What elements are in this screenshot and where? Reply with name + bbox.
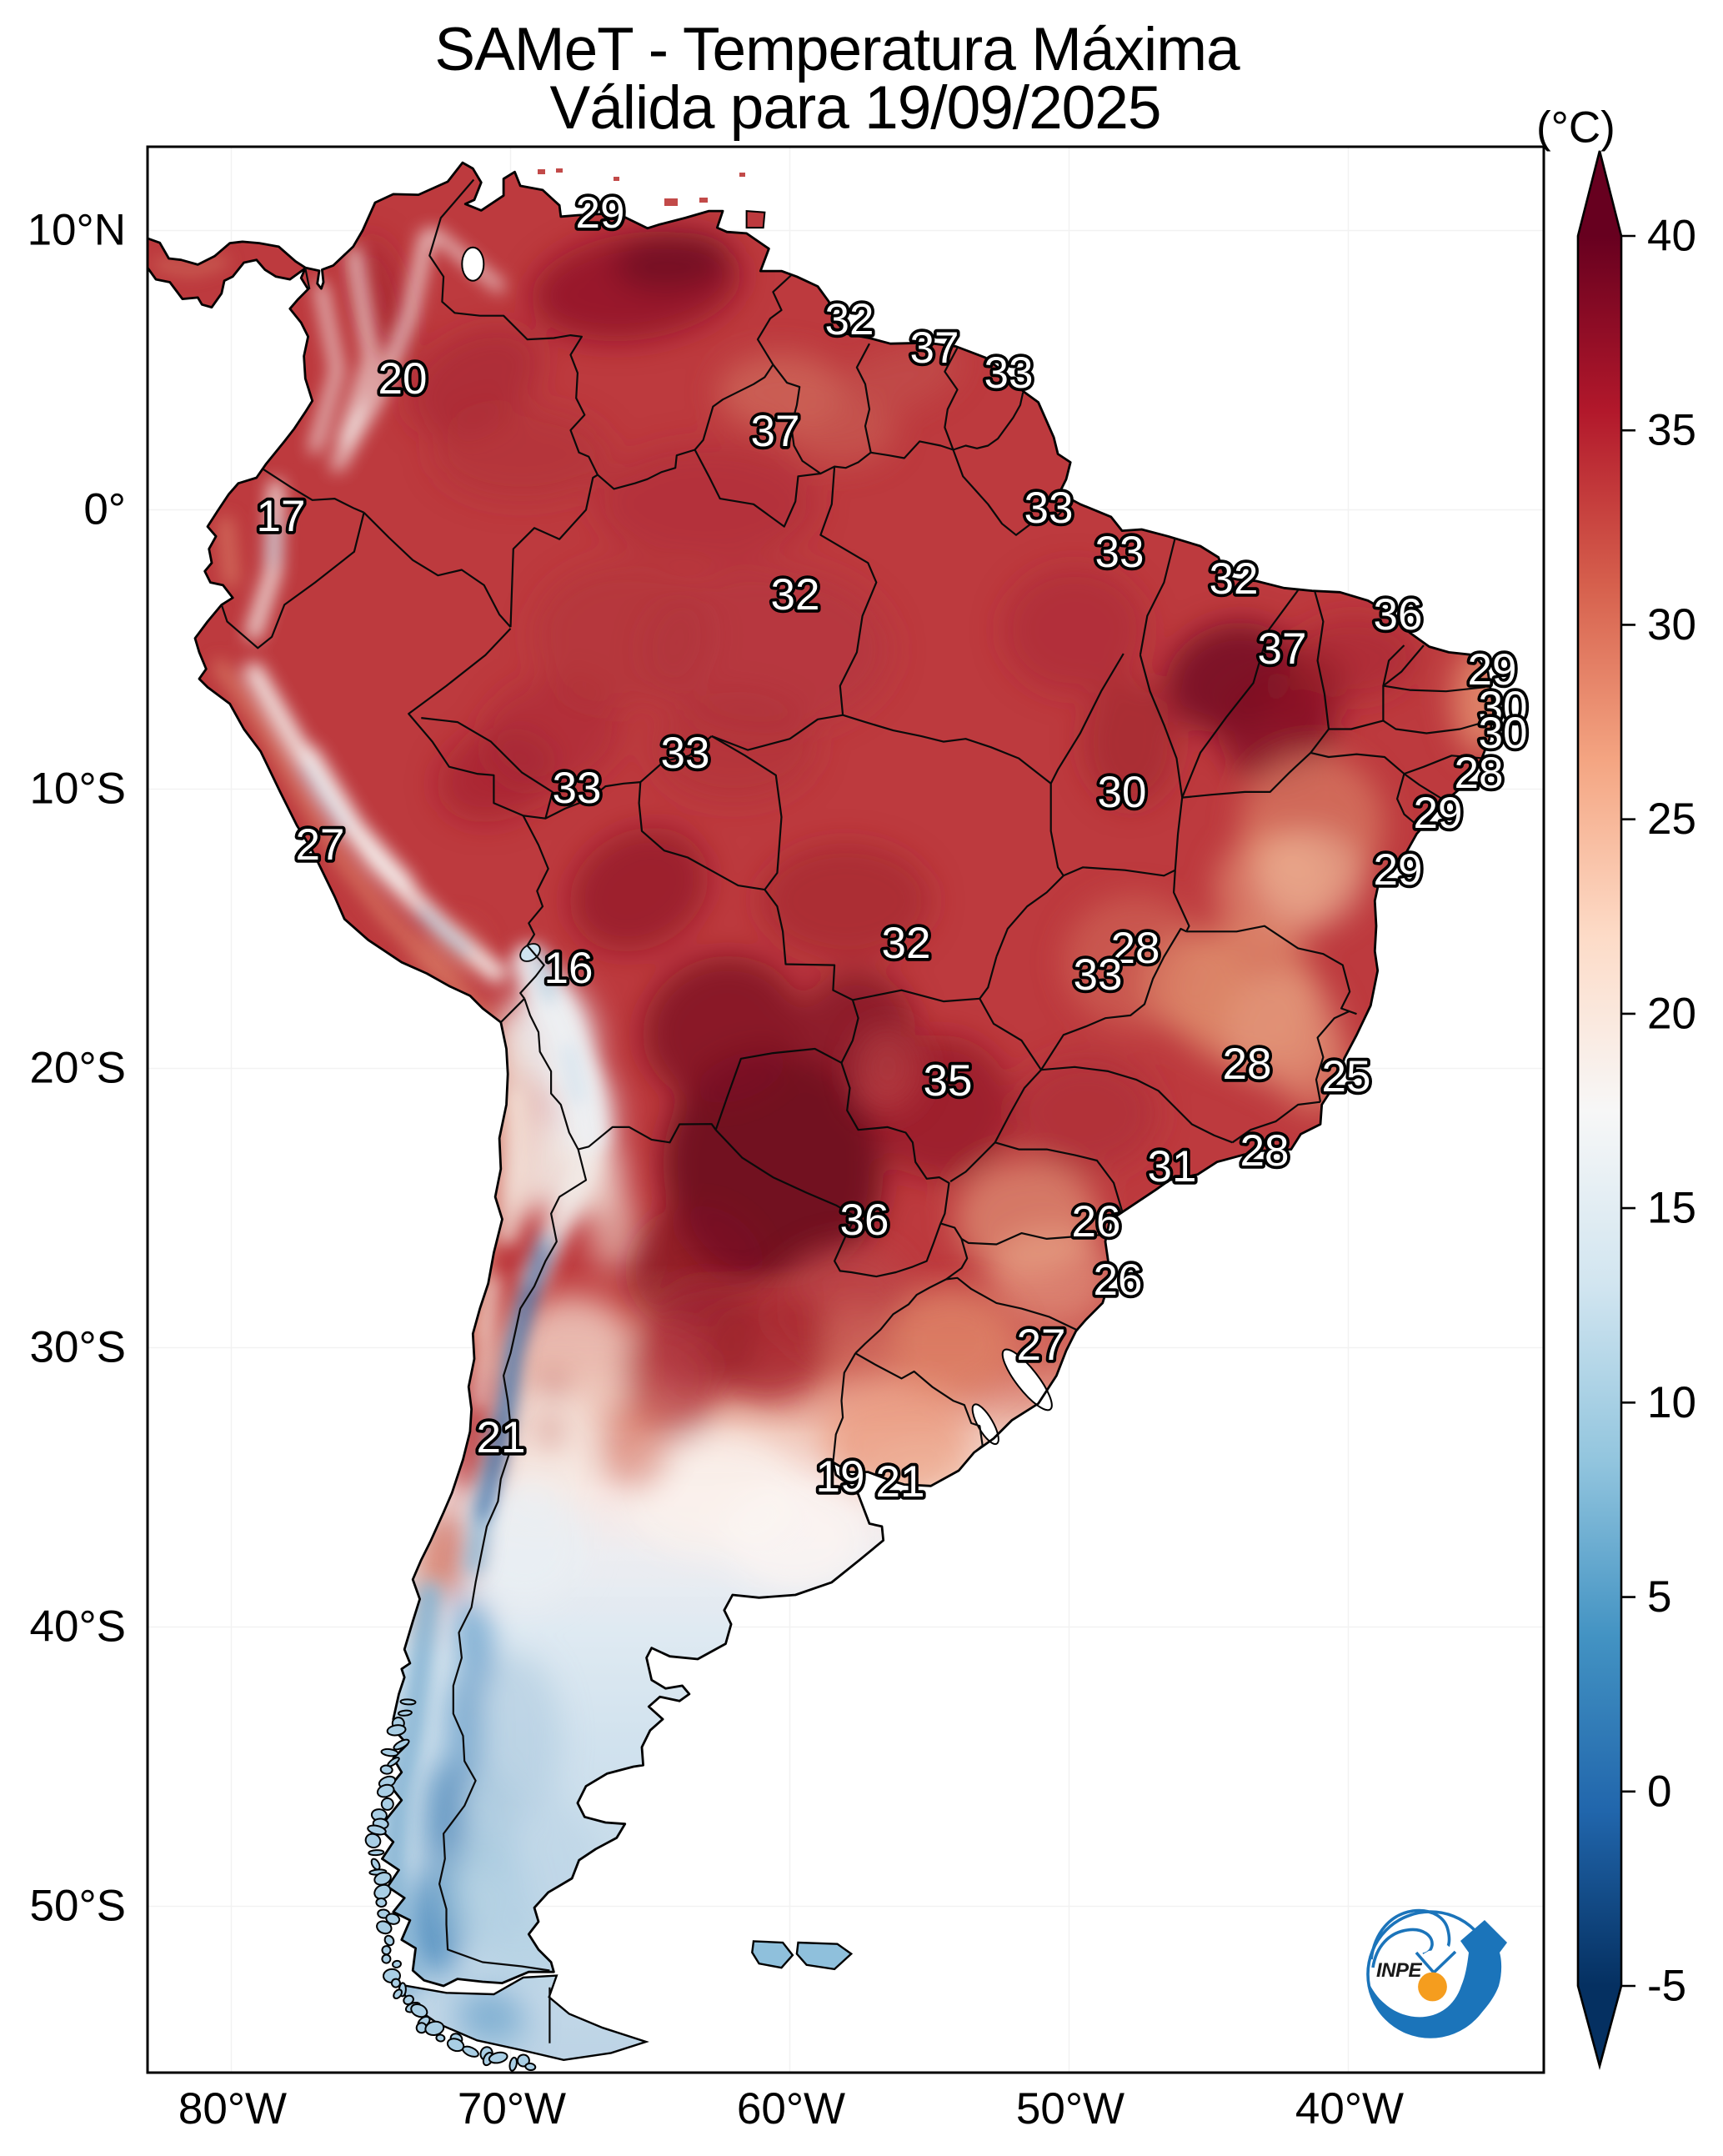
svg-text:-5: -5 [1647,1962,1686,2011]
svg-text:31: 31 [1148,1142,1197,1191]
svg-text:32: 32 [771,570,820,619]
svg-text:0°: 0° [83,485,126,534]
svg-text:37: 37 [1258,624,1307,674]
svg-text:30°S: 30°S [30,1323,127,1372]
svg-text:30: 30 [1647,600,1696,649]
svg-text:20: 20 [1647,989,1696,1038]
svg-text:10°S: 10°S [30,765,127,814]
svg-text:32: 32 [825,295,874,344]
svg-text:36: 36 [840,1196,889,1245]
svg-text:50°S: 50°S [30,1882,127,1931]
svg-text:0: 0 [1647,1767,1671,1816]
svg-text:28: 28 [1223,1040,1272,1089]
svg-text:26: 26 [1094,1256,1143,1305]
svg-text:33: 33 [1074,950,1123,1000]
svg-text:25: 25 [1647,795,1696,844]
svg-text:28: 28 [1240,1126,1290,1176]
svg-text:35: 35 [924,1056,973,1106]
svg-text:33: 33 [1095,528,1144,577]
svg-text:26: 26 [1072,1197,1121,1246]
svg-text:28: 28 [1455,749,1504,798]
svg-text:29: 29 [576,188,625,238]
svg-text:17: 17 [257,492,306,541]
svg-text:70°W: 70°W [458,2084,566,2133]
svg-text:32: 32 [882,919,931,968]
svg-text:SAMeT - Temperatura Máxima: SAMeT - Temperatura Máxima [434,16,1240,83]
svg-text:20: 20 [378,354,428,404]
svg-text:28: 28 [1111,924,1160,973]
svg-text:50°W: 50°W [1016,2084,1124,2133]
svg-text:33: 33 [553,764,602,813]
svg-text:5: 5 [1647,1572,1671,1622]
svg-text:40°W: 40°W [1295,2084,1404,2133]
svg-text:15: 15 [1647,1184,1696,1233]
svg-text:(°C): (°C) [1536,103,1615,153]
svg-text:33: 33 [1024,484,1074,533]
svg-text:27: 27 [1017,1321,1066,1370]
svg-text:25: 25 [1322,1052,1371,1101]
svg-text:35: 35 [1647,406,1696,455]
svg-text:10°N: 10°N [28,206,126,255]
svg-text:30: 30 [1479,683,1528,732]
svg-text:40°S: 40°S [30,1602,127,1652]
svg-text:32: 32 [1210,554,1259,604]
svg-text:33: 33 [661,729,710,778]
svg-text:37: 37 [910,323,959,373]
svg-text:36: 36 [1374,590,1423,639]
svg-text:10: 10 [1647,1378,1696,1427]
svg-text:INPE: INPE [1376,1959,1423,1982]
svg-text:30: 30 [1098,768,1147,817]
svg-text:20°S: 20°S [30,1044,127,1093]
svg-text:29: 29 [1414,789,1463,838]
svg-text:29: 29 [1468,645,1517,694]
svg-text:33: 33 [984,348,1034,398]
svg-text:29: 29 [1374,845,1423,895]
svg-text:30: 30 [1479,709,1528,758]
svg-text:16: 16 [544,944,594,993]
svg-text:40: 40 [1647,212,1696,261]
svg-text:Válida para 19/09/2025: Válida para 19/09/2025 [550,74,1161,142]
svg-text:37: 37 [751,407,800,456]
svg-text:60°W: 60°W [737,2084,845,2133]
svg-text:80°W: 80°W [178,2084,287,2133]
svg-text:21: 21 [477,1413,526,1462]
svg-text:19: 19 [816,1452,865,1502]
svg-text:27: 27 [296,820,345,870]
svg-text:21: 21 [876,1457,925,1507]
